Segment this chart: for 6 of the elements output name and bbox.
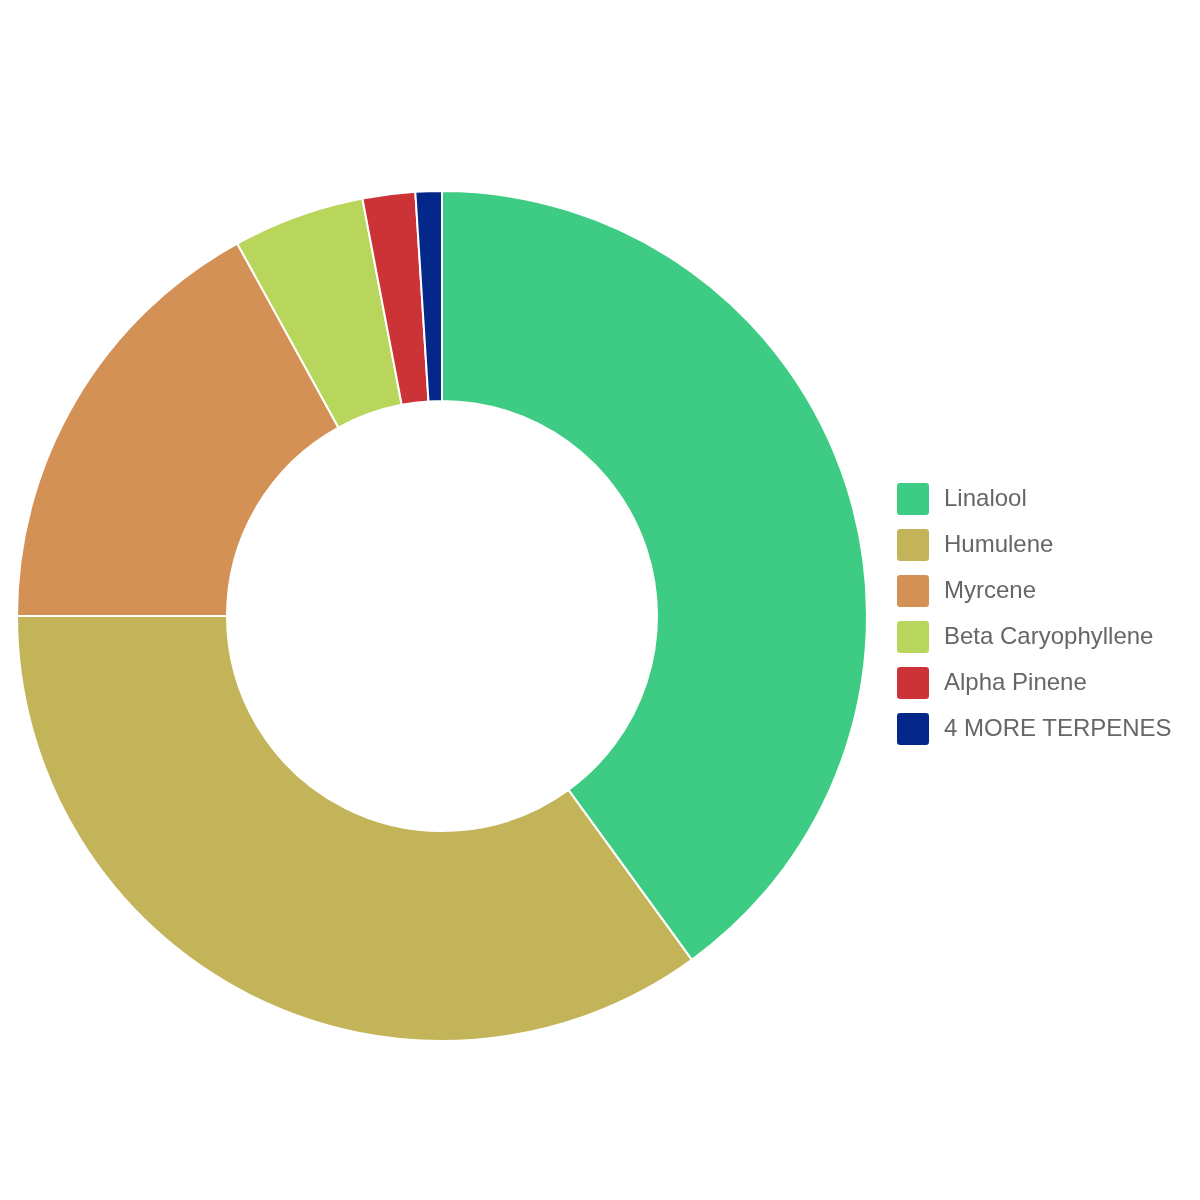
legend-label: Beta Caryophyllene bbox=[944, 622, 1154, 649]
legend-label: Alpha Pinene bbox=[944, 668, 1087, 695]
legend-label: Linalool bbox=[944, 484, 1027, 511]
legend-label: 4 MORE TERPENES bbox=[944, 714, 1172, 741]
legend-label: Humulene bbox=[944, 530, 1054, 557]
legend-label: Myrcene bbox=[944, 576, 1037, 603]
